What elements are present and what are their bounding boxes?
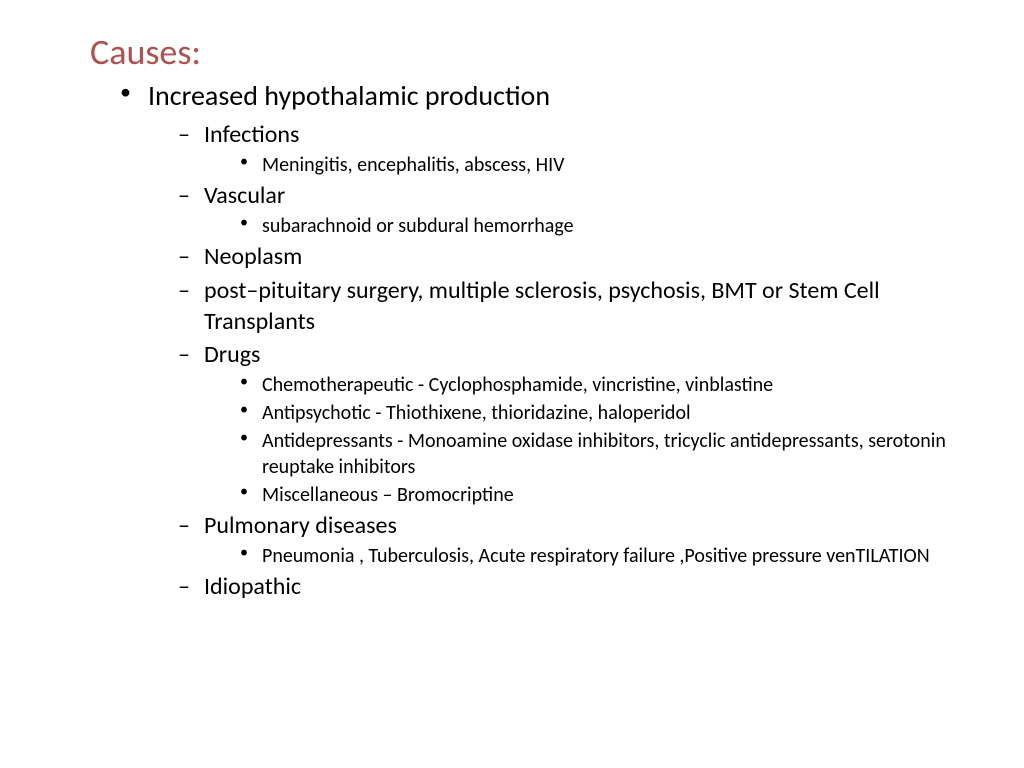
bullet-list-level1: Increased hypothalamic production Infect… bbox=[60, 78, 964, 603]
list-item-text: Miscellaneous – Bromocriptine bbox=[262, 483, 514, 507]
list-item-text: Increased hypothalamic production bbox=[148, 78, 550, 113]
list-item-text: Vascular bbox=[204, 181, 285, 210]
bullet-list-level3: Chemotherapeutic - Cyclophosphamide, vin… bbox=[204, 372, 964, 508]
list-item: Neoplasm bbox=[178, 241, 964, 272]
list-item-text: Idiopathic bbox=[204, 572, 301, 601]
list-item-text: post–pituitary surgery, multiple scleros… bbox=[204, 276, 880, 336]
list-item: Idiopathic bbox=[178, 571, 964, 602]
list-item: Drugs Chemotherapeutic - Cyclophosphamid… bbox=[178, 339, 964, 508]
list-item-text: Chemotherapeutic - Cyclophosphamide, vin… bbox=[262, 373, 773, 397]
list-item-text: Drugs bbox=[204, 340, 260, 369]
list-item: Pneumonia , Tuberculosis, Acute respirat… bbox=[240, 543, 964, 569]
slide-title: Causes: bbox=[90, 30, 964, 74]
list-item: post–pituitary surgery, multiple scleros… bbox=[178, 275, 964, 337]
list-item: Miscellaneous – Bromocriptine bbox=[240, 482, 964, 508]
list-item: Vascular subarachnoid or subdural hemorr… bbox=[178, 180, 964, 239]
list-item: Pulmonary diseases Pneumonia , Tuberculo… bbox=[178, 510, 964, 569]
list-item-text: Antipsychotic - Thiothixene, thioridazin… bbox=[262, 401, 691, 425]
bullet-list-level3: subarachnoid or subdural hemorrhage bbox=[204, 213, 964, 239]
list-item-text: Meningitis, encephalitis, abscess, HIV bbox=[262, 153, 564, 177]
list-item: Chemotherapeutic - Cyclophosphamide, vin… bbox=[240, 372, 964, 398]
bullet-list-level3: Meningitis, encephalitis, abscess, HIV bbox=[204, 152, 964, 178]
list-item: Meningitis, encephalitis, abscess, HIV bbox=[240, 152, 964, 178]
bullet-list-level2: Infections Meningitis, encephalitis, abs… bbox=[148, 119, 964, 603]
list-item-text: Pulmonary diseases bbox=[204, 511, 397, 540]
list-item-text: subarachnoid or subdural hemorrhage bbox=[262, 214, 574, 238]
list-item-text: Antidepressants - Monoamine oxidase inhi… bbox=[262, 429, 946, 479]
list-item: Increased hypothalamic production Infect… bbox=[120, 78, 964, 603]
list-item-text: Infections bbox=[204, 120, 299, 149]
list-item: Infections Meningitis, encephalitis, abs… bbox=[178, 119, 964, 178]
list-item-text: Pneumonia , Tuberculosis, Acute respirat… bbox=[262, 544, 930, 568]
list-item: Antipsychotic - Thiothixene, thioridazin… bbox=[240, 400, 964, 426]
list-item-text: Neoplasm bbox=[204, 242, 302, 271]
list-item: subarachnoid or subdural hemorrhage bbox=[240, 213, 964, 239]
bullet-list-level3: Pneumonia , Tuberculosis, Acute respirat… bbox=[204, 543, 964, 569]
list-item: Antidepressants - Monoamine oxidase inhi… bbox=[240, 428, 964, 480]
